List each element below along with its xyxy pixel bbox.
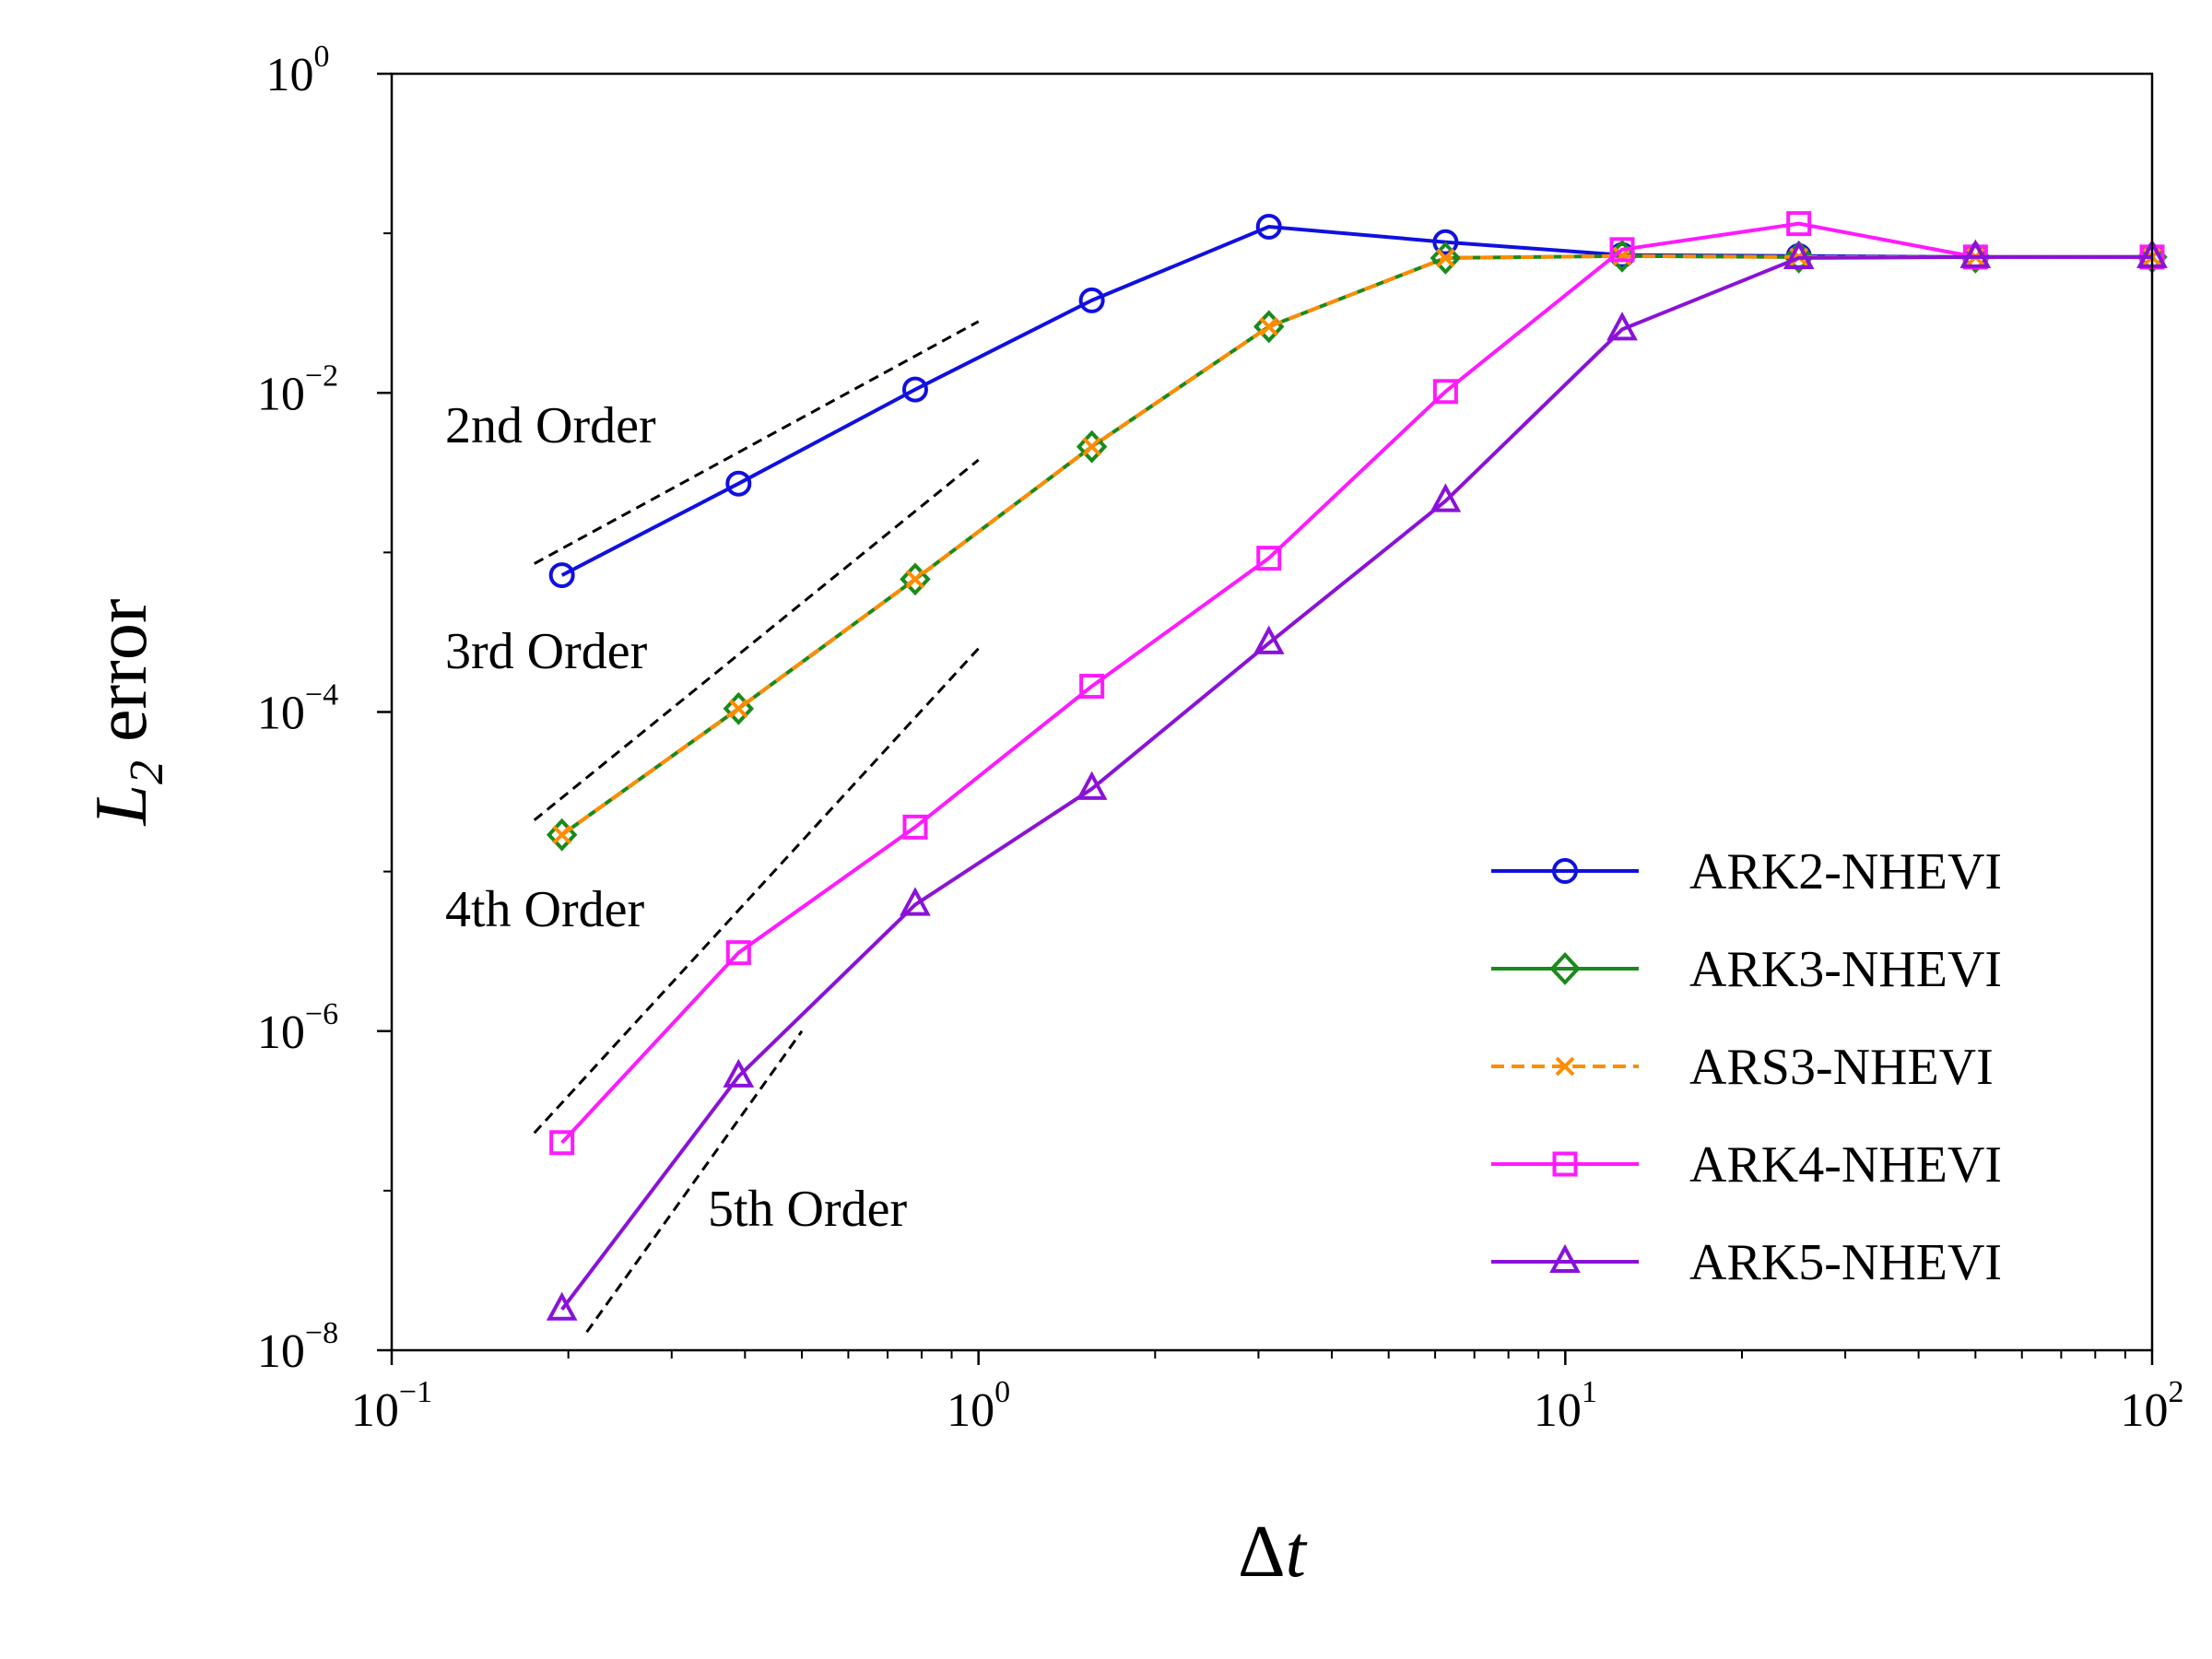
legend-label: ARK4-NHEVI bbox=[1689, 1136, 2002, 1194]
ark4-nhevi-line bbox=[560, 221, 2152, 1145]
ark2-nhevi-line bbox=[560, 225, 2152, 577]
ark2-nhevi-point bbox=[901, 376, 928, 403]
ark4-nhevi-point bbox=[725, 940, 751, 966]
ark4-nhevi-point bbox=[1432, 379, 1458, 405]
2nd-order-label: 2nd Order bbox=[445, 397, 656, 454]
ark5-nhevi-point bbox=[1430, 483, 1462, 512]
y-tick-label: 10−2 bbox=[257, 359, 338, 420]
series-group bbox=[546, 211, 2168, 1321]
ark5-nhevi-point bbox=[1076, 771, 1108, 800]
x-tick-label: 102 bbox=[2121, 1375, 2184, 1437]
y-axis-label: L2 error bbox=[81, 599, 173, 827]
ars3-nhevi-point bbox=[1082, 437, 1102, 457]
legend-label: ARK2-NHEVI bbox=[1689, 843, 2002, 900]
ars3-nhevi-line bbox=[560, 253, 2152, 837]
2nd-order-reference-line bbox=[534, 320, 980, 565]
ark5-nhevi-point bbox=[723, 1058, 755, 1088]
4th-order-label: 4th Order bbox=[445, 881, 645, 938]
ark5-nhevi-series bbox=[546, 239, 2168, 1321]
ark5-nhevi-point bbox=[1253, 625, 1285, 654]
legend-marker bbox=[1549, 1243, 1581, 1273]
ars3-nhevi-point bbox=[728, 699, 748, 719]
ars3-nhevi-series bbox=[552, 246, 2162, 845]
legend-item-ark3-nhevi: ARK3-NHEVI bbox=[1491, 941, 2002, 998]
ark3-nhevi-point bbox=[1783, 240, 1815, 274]
3rd-order-label: 3rd Order bbox=[445, 623, 648, 680]
ars3-nhevi-point bbox=[905, 569, 925, 589]
legend-marker bbox=[1552, 1151, 1578, 1177]
y-tick-label: 10−8 bbox=[257, 1316, 338, 1378]
y-tick-label: 10−4 bbox=[257, 678, 338, 740]
ark4-nhevi-point bbox=[1256, 546, 1282, 571]
ark2-nhevi-point bbox=[1078, 287, 1105, 313]
legend-label: ARK5-NHEVI bbox=[1689, 1234, 2002, 1291]
ark3-nhevi-line bbox=[560, 253, 2152, 837]
3rd-order-reference-line bbox=[533, 458, 980, 822]
ark4-nhevi-point bbox=[1609, 237, 1635, 263]
ars3-nhevi-point bbox=[552, 825, 572, 845]
ark3-nhevi-point bbox=[900, 562, 931, 596]
ark5-nhevi-point bbox=[1959, 239, 1992, 268]
x-tick-label: 101 bbox=[1534, 1375, 1597, 1437]
legend-item-ark2-nhevi: ARK2-NHEVI bbox=[1491, 843, 2002, 900]
4th-order-reference-line bbox=[533, 647, 980, 1135]
legend-marker bbox=[1552, 858, 1578, 884]
ark2-nhevi-point bbox=[1432, 229, 1459, 255]
y-tick-label: 100 bbox=[266, 40, 330, 101]
ark3-nhevi-point bbox=[1076, 429, 1108, 464]
ark3-nhevi-point bbox=[1959, 240, 1992, 274]
legend-item-ars3-nhevi: ARS3-NHEVI bbox=[1491, 1039, 1994, 1096]
y-tick-label: 10−6 bbox=[257, 997, 338, 1059]
axes: 10−1 100 101 102 100 10−2 10−4 10−6 10−8 Δt L2 err… bbox=[81, 40, 2184, 1593]
ark2-nhevi-series bbox=[548, 213, 2165, 589]
ark4-nhevi-point bbox=[1786, 211, 1812, 237]
legend-label: ARK3-NHEVI bbox=[1689, 941, 2002, 998]
legend-label: ARS3-NHEVI bbox=[1689, 1039, 1994, 1096]
ark3-nhevi-series bbox=[546, 239, 2168, 852]
x-axis-label: Δt bbox=[1238, 1512, 1307, 1593]
legend: ARK2-NHEVI ARK3-NHEVI ARS3-NHEVI ARK4-NHEVI… bbox=[1491, 843, 2002, 1291]
legend-item-ark5-nhevi: ARK5-NHEVI bbox=[1491, 1234, 2002, 1291]
ark2-nhevi-point bbox=[1255, 213, 1282, 240]
ark5-nhevi-point bbox=[1783, 240, 1815, 269]
ark4-nhevi-point bbox=[902, 814, 928, 840]
ark3-nhevi-point bbox=[1606, 239, 1638, 273]
ars3-nhevi-point bbox=[1259, 316, 1279, 336]
ars3-nhevi-point bbox=[1435, 248, 1455, 268]
ark2-nhevi-point bbox=[548, 562, 575, 589]
legend-item-ark4-nhevi: ARK4-NHEVI bbox=[1491, 1136, 2002, 1194]
legend-marker bbox=[1549, 952, 1581, 985]
ark5-nhevi-point bbox=[900, 887, 931, 916]
x-tick-label: 100 bbox=[947, 1375, 1010, 1437]
reference-lines: 2nd Order 3rd Order 4th Order 5th Order bbox=[445, 320, 980, 1334]
ark3-nhevi-point bbox=[1430, 241, 1462, 275]
ark5-nhevi-point bbox=[546, 1291, 578, 1321]
5th-order-reference-line bbox=[585, 1030, 804, 1334]
ark4-nhevi-series bbox=[549, 211, 2165, 1156]
5th-order-label: 5th Order bbox=[708, 1181, 908, 1238]
ark5-nhevi-line bbox=[560, 254, 2152, 1312]
ark5-nhevi-point bbox=[1606, 312, 1638, 341]
ark2-nhevi-point bbox=[725, 470, 752, 497]
x-tick-label: 10−1 bbox=[351, 1375, 432, 1437]
ark4-nhevi-point bbox=[1079, 674, 1105, 700]
legend-marker bbox=[1555, 1056, 1575, 1077]
ark4-nhevi-point bbox=[549, 1130, 575, 1156]
